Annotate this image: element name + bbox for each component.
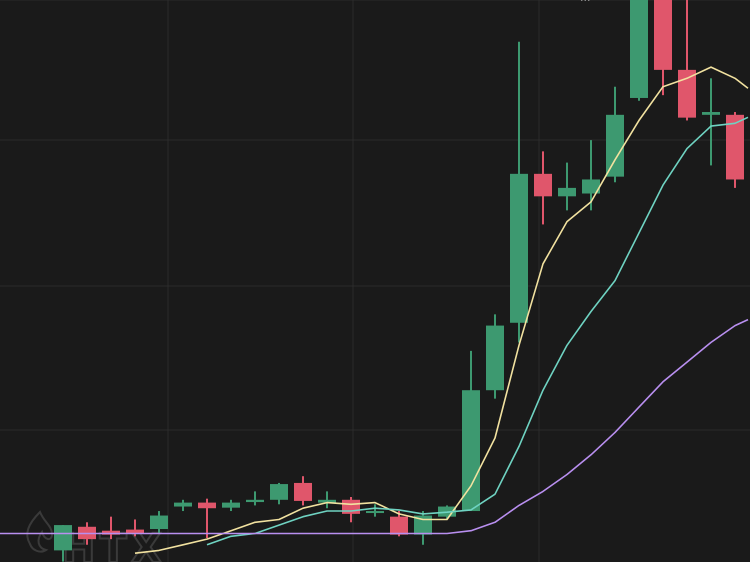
candle[interactable] (582, 140, 600, 211)
candle-body (462, 390, 480, 512)
candle-body (102, 530, 120, 535)
peak-price-label: ··· (580, 0, 591, 7)
htx-watermark: HTX (26, 510, 163, 562)
candle-body (654, 0, 672, 70)
candle-body (222, 502, 240, 508)
ma-line-3 (0, 318, 749, 535)
candle[interactable] (246, 491, 264, 506)
candle[interactable] (270, 482, 288, 505)
candle-body (510, 173, 528, 323)
candle-body (366, 511, 384, 514)
candle-body (54, 525, 72, 551)
candle-body (678, 69, 696, 118)
candle-body (246, 499, 264, 503)
ma-line-2 (206, 116, 749, 546)
candle[interactable] (510, 41, 528, 343)
candle[interactable] (390, 511, 408, 537)
candle[interactable] (102, 516, 120, 540)
candle-body (198, 502, 216, 509)
candle[interactable] (702, 78, 720, 166)
candle[interactable] (54, 525, 72, 562)
candle-body (486, 325, 504, 391)
candle[interactable] (486, 314, 504, 399)
candle-body (582, 179, 600, 194)
candle-body (726, 114, 744, 180)
candle[interactable] (294, 476, 312, 506)
candle-body (270, 484, 288, 500)
candle-body (126, 529, 144, 534)
candle[interactable] (630, 0, 648, 101)
candle[interactable] (366, 504, 384, 517)
candle-body (534, 173, 552, 197)
candle-body (150, 515, 168, 530)
candle[interactable] (654, 0, 672, 96)
moving-average-lines (0, 66, 749, 554)
candle-body (558, 187, 576, 197)
candle-body (630, 0, 648, 98)
candle[interactable] (414, 511, 432, 545)
ma-line-1 (134, 66, 749, 554)
candle-body (702, 112, 720, 115)
candle[interactable] (534, 151, 552, 225)
candles-layer (54, 0, 744, 562)
candle[interactable] (174, 499, 192, 512)
candle-body (294, 482, 312, 501)
candle[interactable] (318, 491, 336, 509)
candle[interactable] (558, 162, 576, 211)
candle[interactable] (726, 112, 744, 188)
candle[interactable] (222, 499, 240, 512)
candle-body (390, 516, 408, 535)
candle-body (318, 499, 336, 503)
candle-body (606, 114, 624, 177)
candle-body (174, 502, 192, 507)
candle[interactable] (606, 86, 624, 183)
candle[interactable] (150, 511, 168, 534)
candle[interactable] (678, 0, 696, 121)
htx-flame-icon (26, 510, 54, 553)
candle-body (414, 515, 432, 535)
candle[interactable] (198, 498, 216, 539)
